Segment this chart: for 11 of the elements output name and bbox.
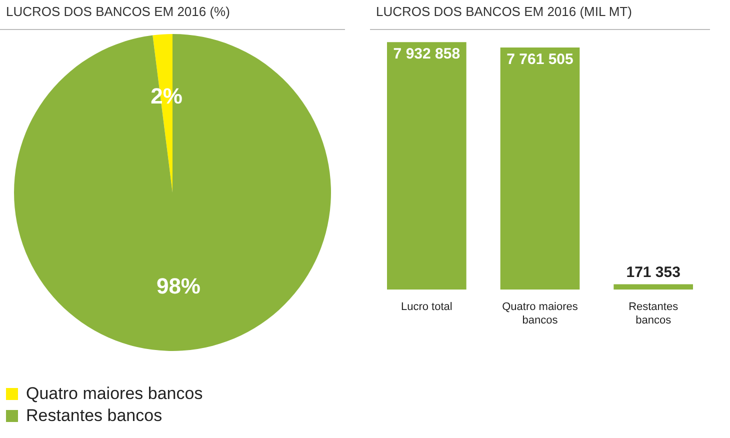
data-label: 98% [156, 273, 200, 298]
chart-title: LUCROS DOS BANCOS EM 2016 (MIL MT) [376, 4, 633, 19]
data-label: 7 932 858 [393, 46, 460, 63]
legend-label: Restantes bancos [26, 406, 162, 426]
x-tick-label: Quatro maiores bancos [502, 301, 578, 326]
x-tick-label: Lucro total [400, 301, 452, 314]
chart-title: LUCROS DOS BANCOS EM 2016 (%) [6, 4, 231, 19]
data-label: 7 761 505 [506, 51, 574, 68]
data-label: 171 353 [626, 264, 680, 281]
legend-label: Quatro maiores bancos [26, 384, 203, 404]
x-tick-label: Restantes bancos [628, 301, 679, 326]
